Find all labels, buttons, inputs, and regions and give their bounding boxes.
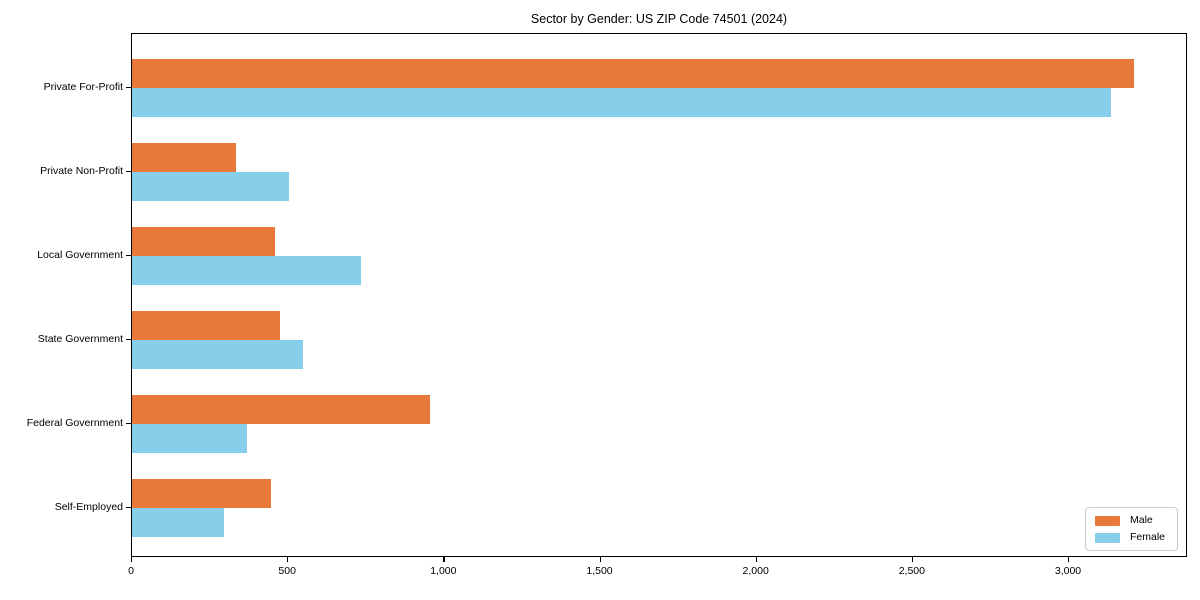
legend-swatch-male-icon [1094, 515, 1120, 526]
y-tick-label-4: Federal Government [26, 417, 123, 429]
y-tick-mark [126, 255, 131, 257]
legend-item-male: Male [1094, 514, 1165, 526]
y-tick-mark [126, 423, 131, 425]
bar-male-0 [132, 59, 1135, 88]
x-tick-mark [1068, 557, 1070, 562]
bar-male-4 [132, 395, 430, 424]
x-tick-mark [911, 557, 914, 562]
bar-male-3 [132, 311, 281, 340]
bar-male-5 [132, 479, 271, 508]
x-tick-label-6: 3,000 [1054, 565, 1082, 577]
x-tick-label-2: 1,000 [430, 565, 457, 577]
y-tick-label-0: Private For-Profit [43, 81, 123, 93]
y-tick-mark [126, 87, 131, 89]
chart-title: Sector by Gender: US ZIP Code 74501 (202… [530, 12, 788, 26]
y-tick-mark [126, 507, 131, 509]
y-tick-mark [126, 339, 131, 341]
legend-label-male: Male [1129, 514, 1153, 526]
x-tick-label-1: 500 [278, 565, 296, 577]
bar-female-2 [132, 256, 362, 285]
bar-female-0 [132, 88, 1111, 117]
x-tick-mark [755, 557, 757, 562]
x-tick-mark [131, 557, 133, 562]
x-tick-label-5: 2,500 [898, 565, 925, 577]
x-tick-mark [287, 557, 289, 562]
legend-item-female: Female [1094, 531, 1165, 543]
x-tick-label-3: 1,500 [586, 565, 613, 577]
y-tick-label-1: Private Non-Profit [40, 165, 123, 177]
x-tick-mark [443, 557, 445, 562]
x-tick-label-4: 2,000 [742, 565, 769, 577]
x-tick-label-0: 0 [128, 565, 134, 577]
bar-female-3 [132, 340, 304, 369]
x-tick-mark [599, 557, 601, 562]
legend-swatch-female-icon [1094, 532, 1120, 543]
legend-label-female: Female [1129, 531, 1165, 543]
legend: Male Female [1084, 507, 1178, 551]
y-tick-label-3: State Government [37, 333, 123, 345]
y-tick-mark [126, 171, 131, 173]
bar-female-4 [132, 424, 248, 453]
bar-male-2 [132, 227, 276, 256]
bar-female-5 [132, 508, 224, 537]
bar-female-1 [132, 172, 290, 201]
y-tick-label-5: Self-Employed [54, 501, 123, 513]
bar-male-1 [132, 143, 237, 172]
y-tick-label-2: Local Government [37, 249, 123, 261]
plot-area: Male Female [131, 33, 1187, 557]
